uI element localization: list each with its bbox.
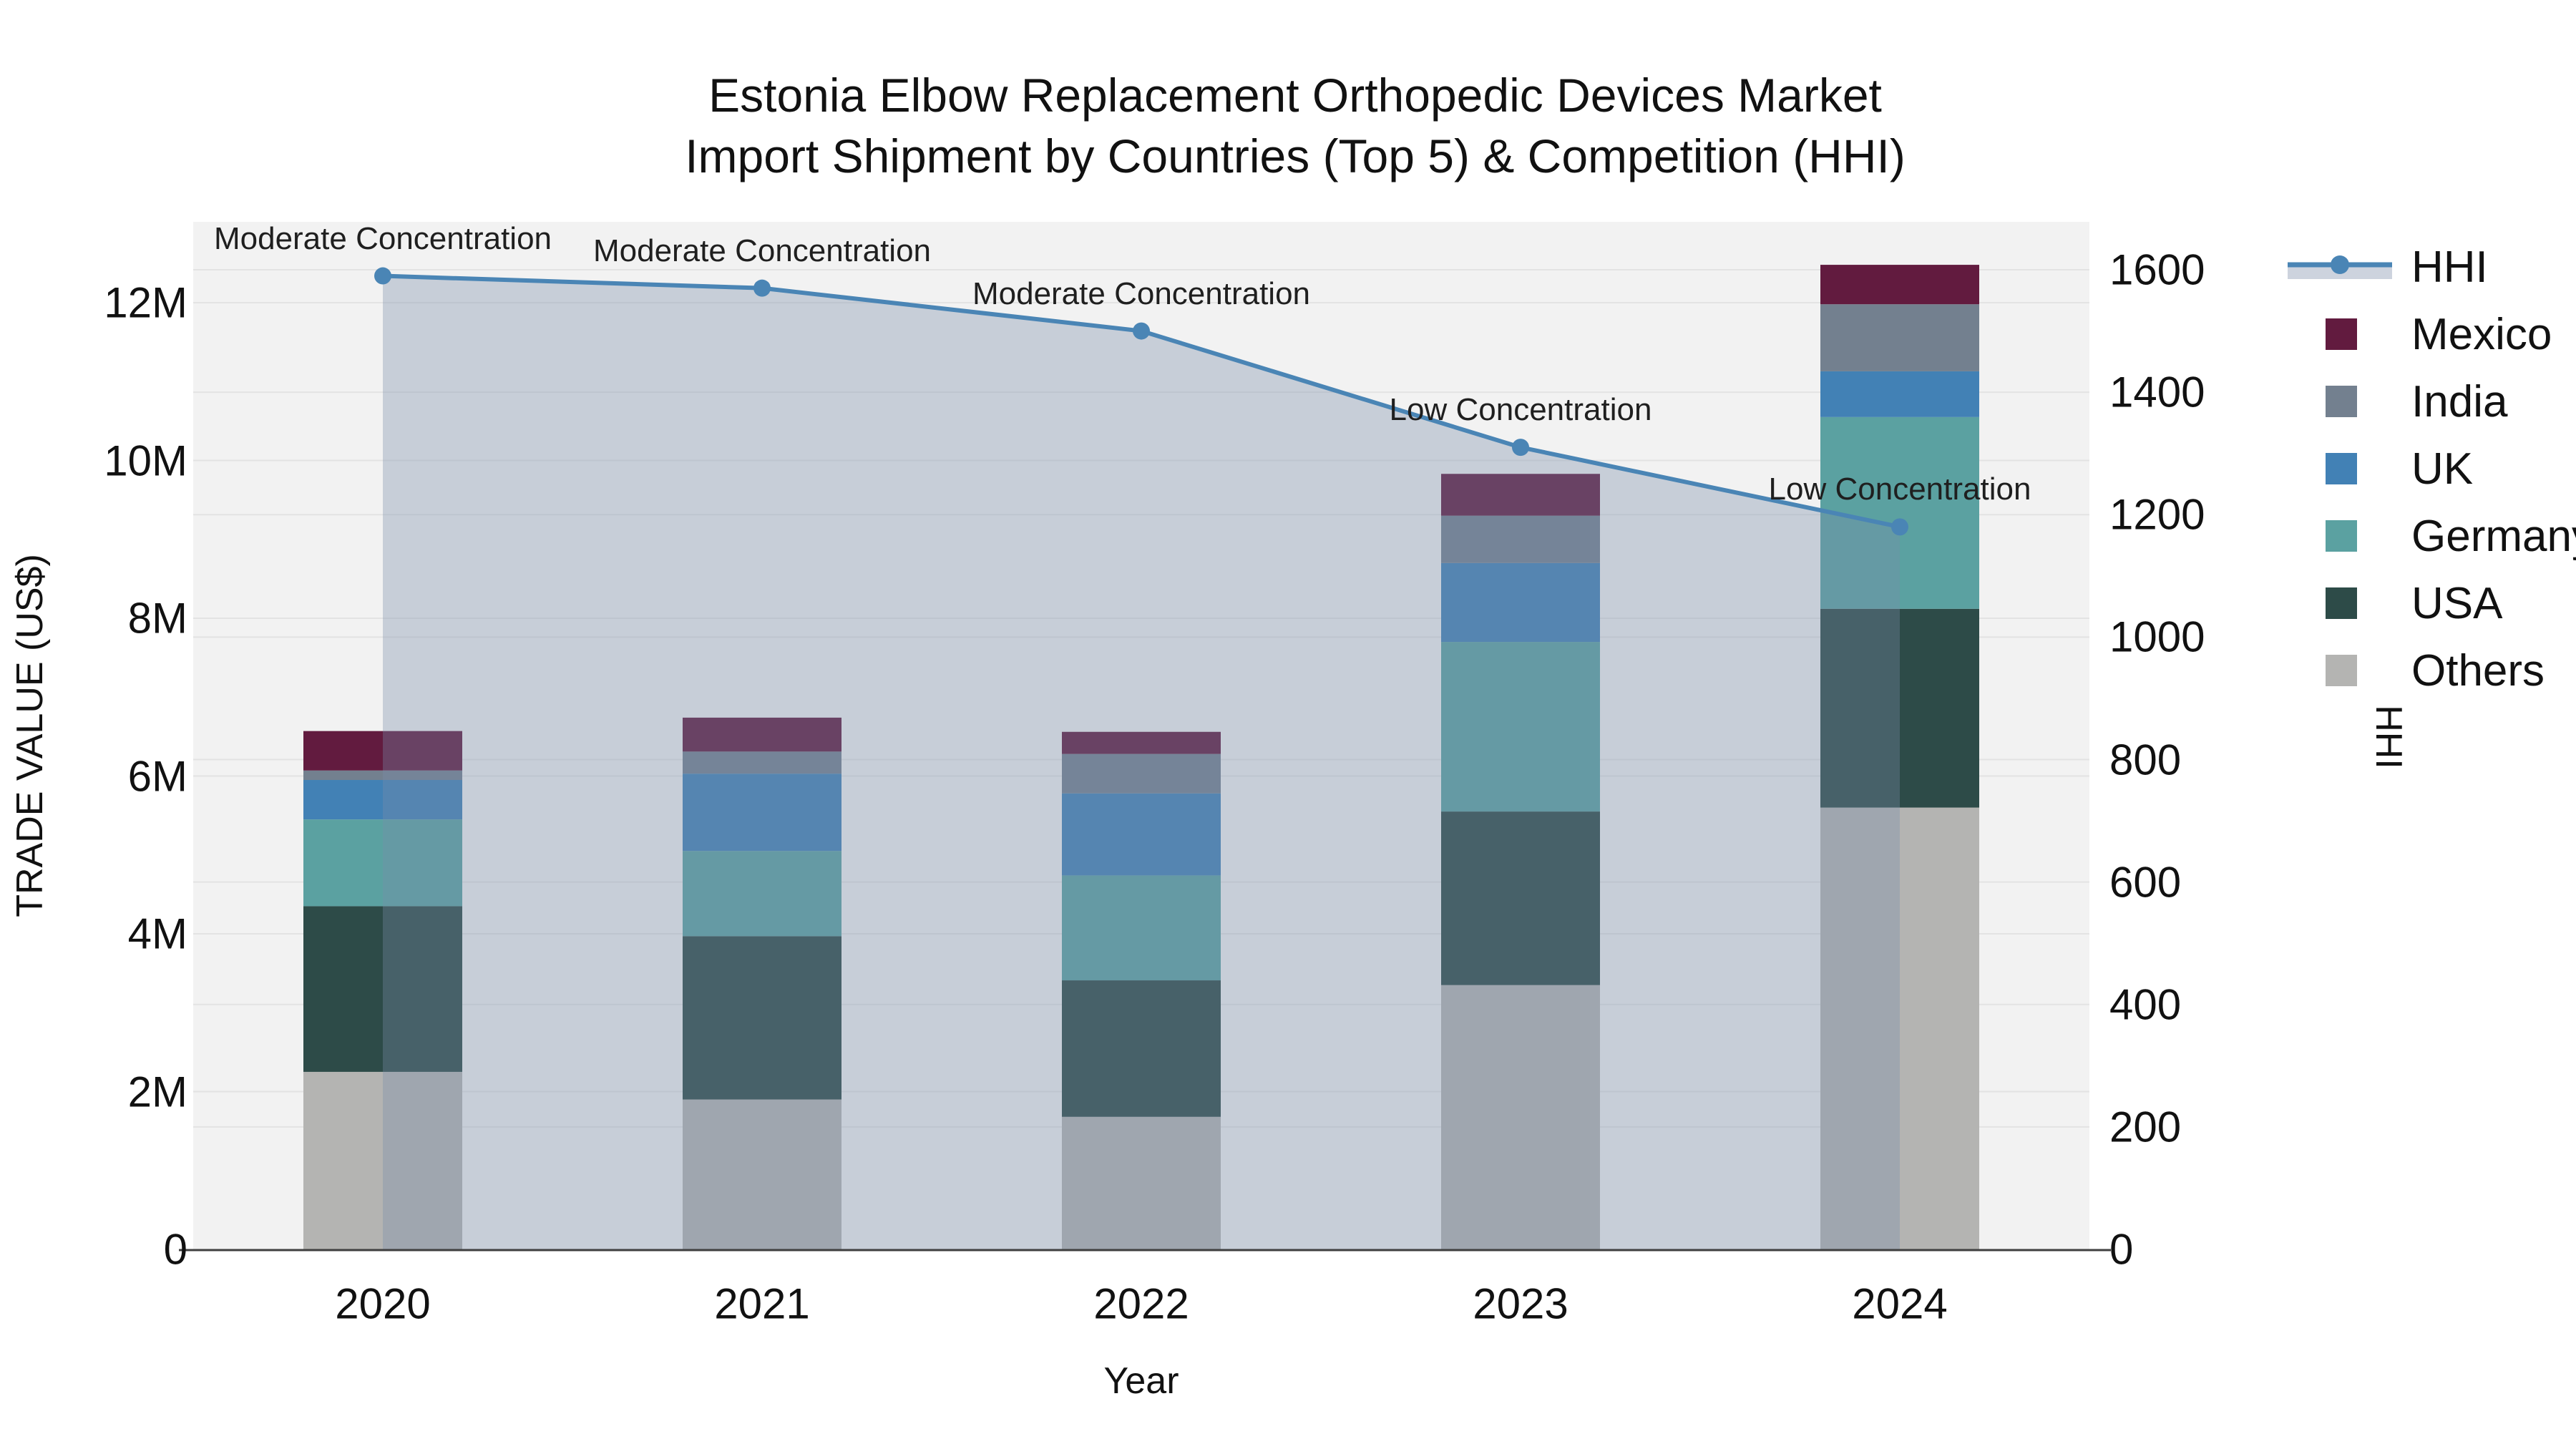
- legend-swatch-uk: [2326, 453, 2357, 484]
- bar-segment-mexico-2021: [683, 717, 841, 752]
- legend-label-uk: UK: [2411, 444, 2474, 494]
- legend-label-mexico: Mexico: [2411, 309, 2552, 359]
- x-tick-2020: 2020: [335, 1279, 431, 1328]
- y-tick-right-1600: 1600: [2109, 245, 2205, 294]
- legend-hhi-line-swatch: [2288, 255, 2392, 279]
- y-tick-left-4M: 4M: [127, 909, 187, 958]
- bar-segment-germany-2024: [1820, 416, 1979, 609]
- y-tick-right-1400: 1400: [2109, 368, 2205, 416]
- bar-segment-usa-2024: [1820, 608, 1979, 808]
- legend-swatch-usa: [2326, 587, 2357, 619]
- bar-segment-india-2020: [303, 770, 462, 781]
- y-axis-label-right: HHI: [2368, 705, 2409, 769]
- legend-label-india: India: [2411, 376, 2508, 426]
- bar-segment-germany-2020: [303, 819, 462, 907]
- y-tick-left-8M: 8M: [127, 594, 187, 643]
- x-tick-2021: 2021: [714, 1279, 810, 1328]
- bar-segment-uk-2024: [1820, 371, 1979, 417]
- bar-segment-usa-2021: [683, 936, 841, 1100]
- annotation-2021: Moderate Concentration: [592, 233, 932, 268]
- y-tick-right-1000: 1000: [2109, 613, 2205, 661]
- y-tick-left-12M: 12M: [104, 278, 187, 327]
- bar-segment-india-2022: [1062, 753, 1221, 794]
- bar-segment-others-2024: [1820, 807, 1979, 1249]
- y-tick-left-6M: 6M: [127, 752, 187, 800]
- bar-segment-others-2021: [683, 1099, 841, 1249]
- legend-label-usa: USA: [2411, 578, 2503, 628]
- bar-segment-india-2023: [1441, 515, 1600, 563]
- y-axis-label-left: TRADE VALUE (US$): [9, 554, 51, 917]
- annotation-2024: Low Concentration: [1768, 472, 2031, 507]
- hhi-point-2021: [753, 279, 771, 297]
- annotation-2022: Moderate Concentration: [972, 275, 1311, 311]
- y-tick-left-0: 0: [163, 1225, 187, 1274]
- bar-segment-india-2024: [1820, 304, 1979, 371]
- bar-segment-uk-2021: [683, 774, 841, 852]
- bar-segment-usa-2022: [1062, 980, 1221, 1117]
- y-tick-right-400: 400: [2109, 980, 2182, 1029]
- y-tick-right-0: 0: [2109, 1225, 2134, 1274]
- bar-segment-others-2020: [303, 1071, 462, 1249]
- bar-segment-germany-2023: [1441, 642, 1600, 812]
- y-tick-right-600: 600: [2109, 858, 2182, 907]
- legend-swatch-germany: [2326, 520, 2357, 552]
- x-axis-label: Year: [1103, 1360, 1179, 1402]
- bar-segment-germany-2022: [1062, 875, 1221, 981]
- bar-segment-mexico-2023: [1441, 474, 1600, 516]
- y-tick-left-2M: 2M: [127, 1068, 187, 1116]
- annotation-2023: Low Concentration: [1389, 392, 1652, 428]
- hhi-point-2020: [374, 267, 391, 285]
- annotation-2020: Moderate Concentration: [213, 220, 552, 256]
- bar-segment-usa-2020: [303, 906, 462, 1072]
- bar-segment-mexico-2022: [1062, 731, 1221, 754]
- hhi-point-2023: [1512, 439, 1529, 457]
- x-tick-2022: 2022: [1093, 1279, 1189, 1328]
- y-tick-left-10M: 10M: [104, 436, 187, 484]
- bar-segment-mexico-2020: [303, 731, 462, 771]
- bar-segment-uk-2023: [1441, 562, 1600, 643]
- hhi-point-2024: [1891, 518, 1908, 536]
- x-tick-2023: 2023: [1473, 1279, 1568, 1328]
- y-tick-right-800: 800: [2109, 736, 2182, 784]
- bar-segment-others-2023: [1441, 985, 1600, 1249]
- legend-swatch-india: [2326, 386, 2357, 417]
- legend-swatch-mexico: [2326, 318, 2357, 350]
- x-tick-2024: 2024: [1852, 1279, 1948, 1328]
- y-tick-right-1200: 1200: [2109, 490, 2205, 539]
- bar-segment-india-2021: [683, 751, 841, 774]
- bar-segment-uk-2020: [303, 780, 462, 820]
- hhi-point-2022: [1133, 322, 1150, 340]
- chart-title-line1: Estonia Elbow Replacement Orthopedic Dev…: [708, 69, 1882, 122]
- legend-label-others: Others: [2411, 645, 2545, 696]
- chart-title-line2: Import Shipment by Countries (Top 5) & C…: [685, 130, 1906, 182]
- y-tick-right-200: 200: [2109, 1103, 2182, 1151]
- bar-segment-germany-2021: [683, 851, 841, 937]
- bar-segment-mexico-2024: [1820, 265, 1979, 305]
- legend-swatch-others: [2326, 655, 2357, 686]
- hhi-area-fill: [383, 275, 1900, 1249]
- bar-segment-uk-2022: [1062, 793, 1221, 876]
- legend-label-hhi: HHI: [2411, 242, 2488, 292]
- legend-label-germany: Germany: [2411, 511, 2576, 561]
- bar-segment-others-2022: [1062, 1116, 1221, 1249]
- bar-segment-usa-2023: [1441, 811, 1600, 985]
